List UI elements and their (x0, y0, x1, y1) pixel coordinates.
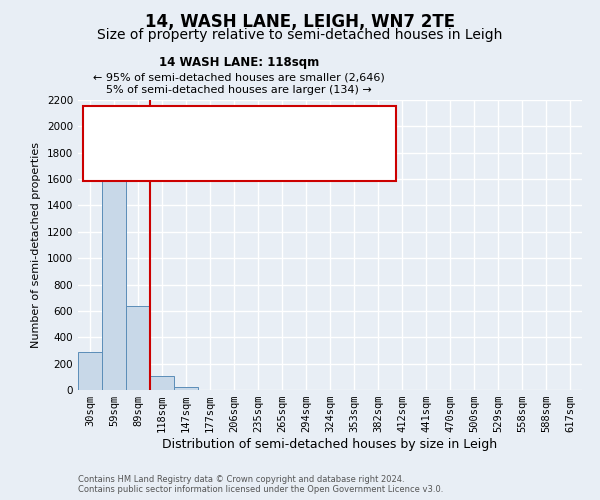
Bar (78, 352, 102, 390)
Bar (126, 306, 150, 390)
Text: 14 WASH LANE: 118sqm: 14 WASH LANE: 118sqm (159, 56, 319, 69)
Bar (174, 388, 198, 390)
Text: Contains public sector information licensed under the Open Government Licence v3: Contains public sector information licen… (78, 485, 443, 494)
Bar (150, 376, 174, 390)
Text: 14, WASH LANE, LEIGH, WN7 2TE: 14, WASH LANE, LEIGH, WN7 2TE (145, 12, 455, 30)
Bar (102, 164, 126, 390)
Text: 5% of semi-detached houses are larger (134) →: 5% of semi-detached houses are larger (1… (106, 85, 372, 95)
FancyBboxPatch shape (83, 106, 395, 181)
Y-axis label: Number of semi-detached properties: Number of semi-detached properties (31, 142, 41, 348)
Text: Contains HM Land Registry data © Crown copyright and database right 2024.: Contains HM Land Registry data © Crown c… (78, 475, 404, 484)
X-axis label: Distribution of semi-detached houses by size in Leigh: Distribution of semi-detached houses by … (163, 438, 497, 451)
Text: Size of property relative to semi-detached houses in Leigh: Size of property relative to semi-detach… (97, 28, 503, 42)
Text: ← 95% of semi-detached houses are smaller (2,646): ← 95% of semi-detached houses are smalle… (94, 72, 385, 83)
